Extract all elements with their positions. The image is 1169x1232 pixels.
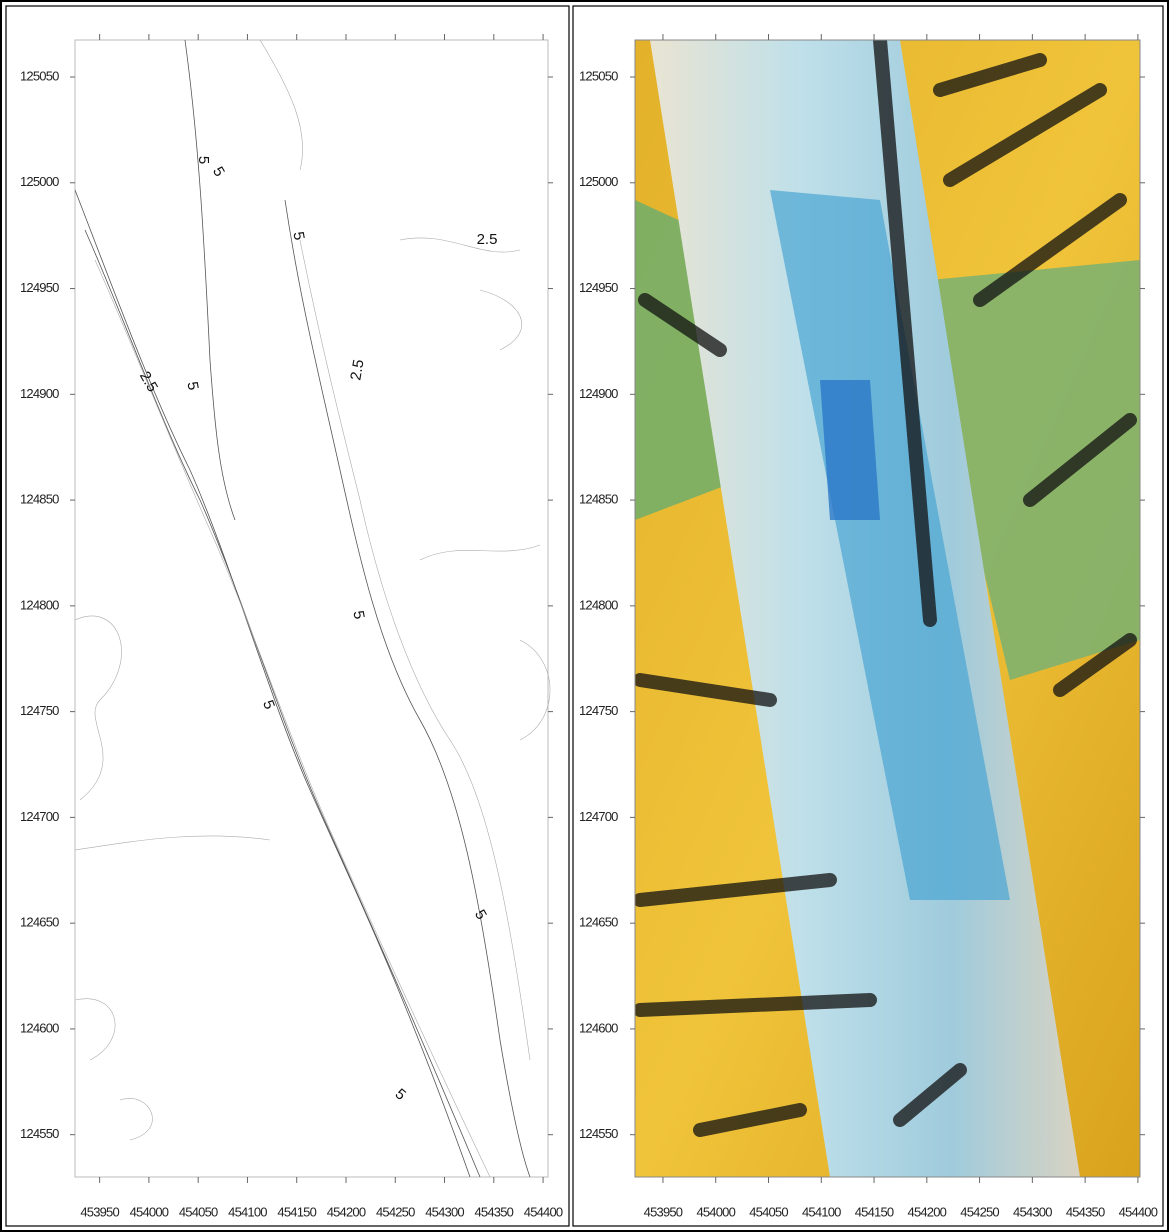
x-tick-label: 454000 xyxy=(130,1204,169,1219)
x-tick-label: 454200 xyxy=(908,1204,947,1219)
x-tick-label: 454100 xyxy=(228,1204,267,1219)
x-tick-label: 454150 xyxy=(277,1204,316,1219)
x-tick-label: 454400 xyxy=(524,1204,563,1219)
x-tick-label: 454100 xyxy=(802,1204,841,1219)
y-tick-label: 124700 xyxy=(20,809,59,824)
x-tick-label: 454300 xyxy=(425,1204,464,1219)
y-tick-label: 124850 xyxy=(20,492,59,507)
y-tick-label: 124650 xyxy=(20,915,59,930)
figure: 453950 454000 454050 454100 454150 454200 4542… xyxy=(0,0,1169,1232)
x-tick-label: 454250 xyxy=(960,1204,999,1219)
y-tick-label: 124950 xyxy=(20,280,59,295)
y-tick-label: 124900 xyxy=(20,386,59,401)
contour-label: 2.5 xyxy=(347,358,367,381)
y-tick-label: 124800 xyxy=(579,597,618,612)
x-tick-label: 453950 xyxy=(80,1204,119,1219)
y-tick-label: 124550 xyxy=(20,1126,59,1141)
x-tick-label: 453950 xyxy=(644,1204,683,1219)
y-tick-label: 125000 xyxy=(579,174,618,189)
contour-label: 2.5 xyxy=(477,231,498,248)
y-tick-label: 125050 xyxy=(579,68,618,83)
x-tick-label: 454350 xyxy=(1066,1204,1105,1219)
relief-band-core xyxy=(820,380,880,520)
y-tick-label: 124750 xyxy=(20,703,59,718)
x-tick-label: 454050 xyxy=(179,1204,218,1219)
y-tick-label: 124600 xyxy=(20,1020,59,1035)
contour-label: 5 xyxy=(195,156,212,164)
x-tick-label: 454050 xyxy=(749,1204,788,1219)
y-tick-label: 124950 xyxy=(579,280,618,295)
y-tick-label: 124550 xyxy=(579,1126,618,1141)
y-tick-label: 125050 xyxy=(20,68,59,83)
relief-map xyxy=(635,40,1140,1177)
x-tick-label: 454150 xyxy=(855,1204,894,1219)
y-tick-label: 124700 xyxy=(579,809,618,824)
x-tick-label: 454250 xyxy=(376,1204,415,1219)
x-tick-label: 454350 xyxy=(475,1204,514,1219)
y-tick-label: 124600 xyxy=(579,1020,618,1035)
contour-map xyxy=(75,40,550,1177)
x-tick-label: 454200 xyxy=(327,1204,366,1219)
x-tick-label: 454300 xyxy=(1013,1204,1052,1219)
x-tick-label: 454400 xyxy=(1119,1204,1158,1219)
y-tick-label: 124750 xyxy=(579,703,618,718)
y-tick-label: 124800 xyxy=(20,597,59,612)
x-tick-label: 454000 xyxy=(696,1204,735,1219)
y-tick-label: 124850 xyxy=(579,492,618,507)
plot-area xyxy=(75,40,548,1177)
y-tick-label: 125000 xyxy=(20,174,59,189)
y-tick-label: 124650 xyxy=(579,915,618,930)
streak xyxy=(640,1000,870,1010)
y-tick-label: 124900 xyxy=(579,386,618,401)
